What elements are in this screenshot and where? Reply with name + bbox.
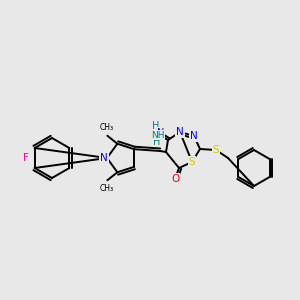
Text: N: N xyxy=(176,127,184,137)
Text: N: N xyxy=(100,153,108,163)
Text: S: S xyxy=(189,157,195,167)
Text: N: N xyxy=(190,131,198,141)
Text: H: H xyxy=(152,121,160,131)
Text: H: H xyxy=(153,137,161,147)
Text: O: O xyxy=(171,174,179,184)
Text: NH: NH xyxy=(151,130,165,140)
Text: CH₃: CH₃ xyxy=(99,184,113,193)
Text: CH₃: CH₃ xyxy=(99,123,113,132)
Text: F: F xyxy=(23,153,29,163)
Text: S: S xyxy=(213,145,219,155)
Text: N: N xyxy=(157,128,165,138)
